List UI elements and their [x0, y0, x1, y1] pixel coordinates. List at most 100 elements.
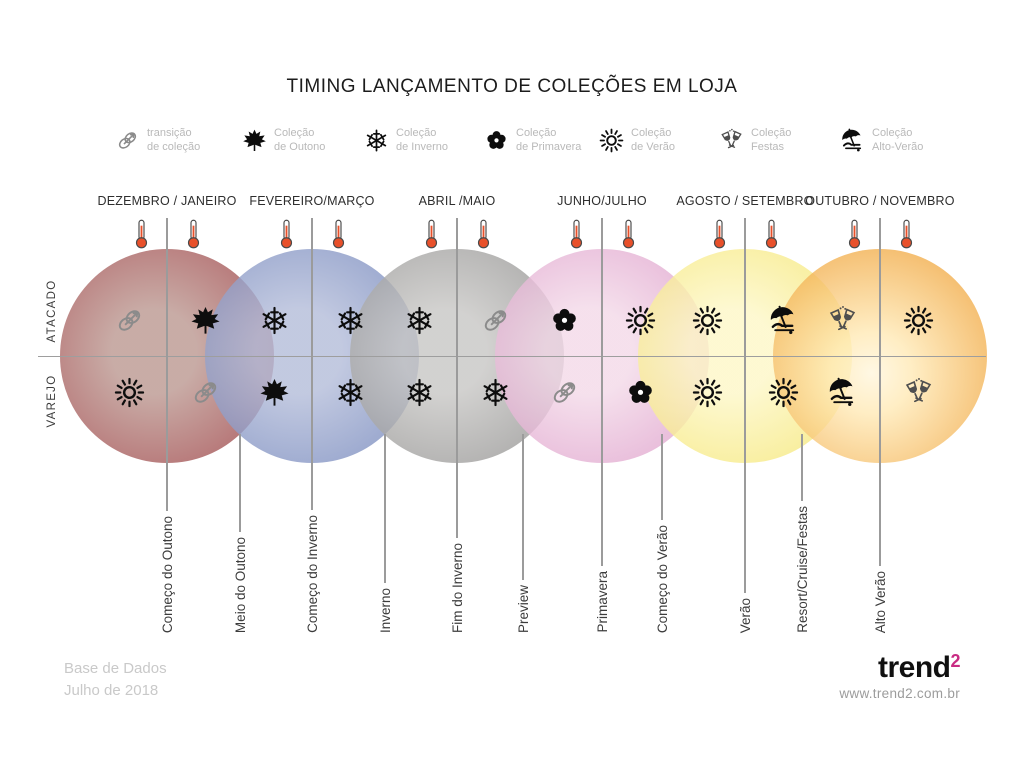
legend-item: Coleção de Primavera: [484, 127, 581, 154]
timeline-tick: Meio do Outono: [231, 434, 249, 633]
flower-icon: [484, 128, 509, 153]
legend-item: Coleção de Inverno: [364, 127, 448, 154]
timeline-tick: Começo do Verão: [653, 434, 671, 633]
tick-line: [522, 434, 524, 580]
legend-label: Coleção de Inverno: [396, 127, 448, 154]
timeline-tick: Começo do Inverno: [303, 218, 321, 633]
grid-varejo-flower-icon: [625, 377, 656, 413]
legend-label: transição de coleção: [147, 127, 200, 154]
snowflake-icon: [480, 377, 511, 408]
thermometer: [134, 219, 149, 254]
grid-varejo-sun-icon: [692, 377, 723, 413]
tick-label: Verão: [737, 597, 753, 633]
tick-line: [311, 218, 313, 511]
grid-varejo-autumn-leaf-icon: [259, 377, 290, 413]
timeline-tick: Alto Verão: [871, 218, 889, 633]
sun-icon: [692, 305, 723, 336]
thermometer: [569, 219, 584, 254]
transition-icon: [549, 377, 580, 408]
data-source-note: Base de Dados Julho de 2018: [64, 658, 167, 702]
month-label: AGOSTO / SETEMBRO: [676, 194, 814, 208]
tick-line: [801, 434, 803, 502]
brand-superscript: 2: [950, 651, 960, 671]
thermometer-icon: [331, 219, 346, 249]
timeline-tick: Começo do Outono: [158, 218, 176, 633]
sun-icon: [599, 128, 624, 153]
flower-icon: [549, 305, 580, 336]
transition-icon: [190, 377, 221, 408]
legend-label-line2: de Primavera: [516, 140, 582, 153]
thermometer-icon: [899, 219, 914, 249]
tick-line: [456, 218, 458, 538]
legend-item: transição de coleção: [115, 127, 200, 154]
sun-icon: [692, 377, 723, 408]
grid-atacado-sun-icon: [692, 305, 723, 341]
thermometer: [331, 219, 346, 254]
grid-varejo-snowflake-icon: [480, 377, 511, 413]
transition-icon: [115, 128, 140, 153]
thermometer-icon: [764, 219, 779, 249]
autumn-leaf-icon: [242, 128, 267, 153]
legend-label: Coleção de Verão: [631, 127, 675, 154]
grid-varejo-transition-icon: [549, 377, 580, 413]
thermometer-icon: [569, 219, 584, 249]
month-label: ABRIL /MAIO: [418, 194, 496, 208]
legend-label-line2: de Inverno: [396, 140, 448, 153]
thermometer: [279, 219, 294, 254]
beach-umbrella-icon: [840, 128, 865, 153]
tick-label: Começo do Inverno: [304, 515, 320, 633]
legend-label-line2: Festas: [751, 140, 785, 153]
party-glasses-icon: [903, 377, 934, 408]
legend-label-line1: Coleção: [274, 127, 315, 139]
brand-url: www.trend2.com.br: [839, 686, 960, 701]
legend-label-line2: de coleção: [147, 140, 201, 153]
grid-atacado-beach-umbrella-icon: [768, 305, 799, 341]
snowflake-icon: [335, 377, 366, 408]
thermometer-icon: [712, 219, 727, 249]
flower-icon: [625, 377, 656, 408]
timeline-tick: Resort/Cruise/Festas: [793, 434, 811, 633]
sun-icon: [903, 305, 934, 336]
thermometer: [899, 219, 914, 254]
thermometer-icon: [279, 219, 294, 249]
legend-item: Coleção de Outono: [242, 127, 325, 154]
legend-label-line1: transição: [147, 127, 192, 139]
legend-item: Coleção de Verão: [599, 127, 675, 154]
timeline-tick: Preview: [514, 434, 532, 633]
legend-label-line2: de Outono: [274, 140, 326, 153]
grid-varejo-beach-umbrella-icon: [827, 377, 858, 413]
grid-varejo-sun-icon: [768, 377, 799, 413]
party-glasses-icon: [827, 305, 858, 336]
tick-label: Começo do Outono: [159, 515, 175, 633]
month-label: DEZEMBRO / JANEIRO: [97, 194, 237, 208]
month-label: OUTUBRO / NOVEMBRO: [805, 194, 955, 208]
legend-label-line1: Coleção: [872, 127, 913, 139]
thermometer: [424, 219, 439, 254]
grid-varejo-party-glasses-icon: [903, 377, 934, 413]
grid-varejo-sun-icon: [114, 377, 145, 413]
tick-label: Preview: [515, 584, 531, 633]
legend-label-line2: Alto-Verão: [872, 140, 924, 153]
thermometer: [712, 219, 727, 254]
sun-icon: [768, 377, 799, 408]
legend-item: Coleção Festas: [719, 127, 791, 154]
thermometer: [847, 219, 862, 254]
month-label: JUNHO/JULHO: [557, 194, 647, 208]
tick-line: [166, 218, 168, 511]
timeline-tick: Fim do Inverno: [448, 218, 466, 633]
tick-line: [384, 434, 386, 583]
legend-label: Coleção de Primavera: [516, 127, 581, 154]
tick-label: Resort/Cruise/Festas: [794, 506, 810, 633]
tick-label: Inverno: [377, 587, 393, 633]
sun-icon: [114, 377, 145, 408]
sun-icon: [625, 305, 656, 336]
tick-line: [879, 218, 881, 566]
page-title: TIMING LANÇAMENTO DE COLEÇÕES EM LOJA: [286, 76, 738, 97]
tick-label: Fim do Inverno: [449, 542, 465, 633]
grid-varejo-snowflake-icon: [404, 377, 435, 413]
beach-umbrella-icon: [827, 377, 858, 408]
thermometer-icon: [424, 219, 439, 249]
tick-label: Começo do Verão: [654, 524, 670, 633]
tick-label: Meio do Outono: [232, 536, 248, 633]
